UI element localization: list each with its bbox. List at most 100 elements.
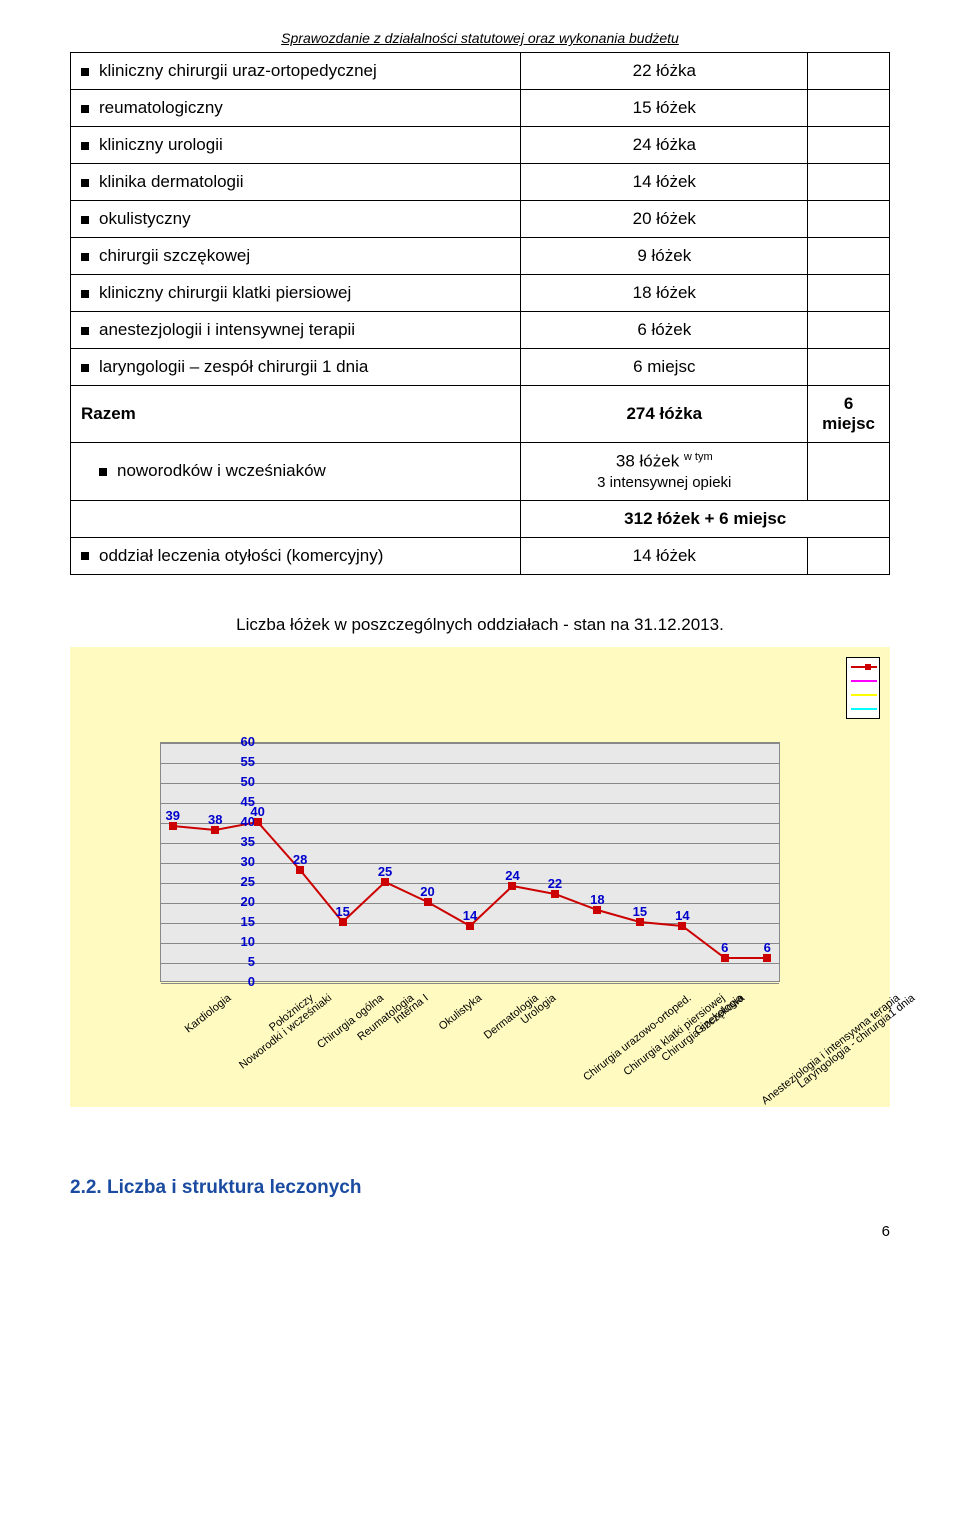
row-extra	[808, 312, 890, 349]
data-point	[296, 866, 304, 874]
value-label: 14	[463, 908, 477, 923]
table-row: kliniczny chirurgii klatki piersiowej18 …	[71, 275, 890, 312]
row-extra	[808, 164, 890, 201]
y-tick: 45	[215, 794, 255, 809]
bullet-icon	[81, 68, 89, 76]
noworodkow-v2: 3 intensywnej opieki	[597, 474, 731, 491]
y-tick: 35	[215, 834, 255, 849]
value-label: 22	[548, 876, 562, 891]
x-label: Laryngologia - chirurgia1 dnia	[796, 992, 918, 1091]
noworodkow-label: noworodków i wcześniaków	[71, 443, 521, 501]
data-point	[254, 818, 262, 826]
value-label: 25	[378, 864, 392, 879]
data-point	[551, 890, 559, 898]
row-extra	[808, 127, 890, 164]
row-extra	[808, 238, 890, 275]
oddzial-extra	[808, 537, 890, 574]
table-row: kliniczny urologii 24 łóżka	[71, 127, 890, 164]
row-sum: 312 łóżek + 6 miejsc	[71, 500, 890, 537]
value-label: 14	[675, 908, 689, 923]
table-row: reumatologiczny15 łóżek	[71, 90, 890, 127]
bullet-icon	[99, 468, 107, 476]
noworodkow-v1: 38 łóżek	[616, 452, 684, 471]
x-label: Anestezjologia i intensywna terapia	[759, 992, 902, 1107]
data-point	[678, 922, 686, 930]
data-point	[169, 822, 177, 830]
noworodkow-sup: w tym	[684, 451, 713, 463]
row-extra	[808, 90, 890, 127]
sum-value: 312 łóżek + 6 miejsc	[521, 500, 890, 537]
row-label-text: kliniczny chirurgii klatki piersiowej	[99, 283, 351, 302]
row-label-text: anestezjologii i intensywnej terapii	[99, 320, 355, 339]
row-label-text: klinika dermatologii	[99, 172, 244, 191]
row-label: reumatologiczny	[71, 90, 521, 127]
row-label: kliniczny chirurgii klatki piersiowej	[71, 275, 521, 312]
x-label: Noworodki i wcześniaki	[237, 992, 334, 1072]
row-label: okulistyczny	[71, 201, 521, 238]
x-label: Okulistyka	[436, 992, 483, 1033]
noworodkow-label-text: noworodków i wcześniaków	[117, 461, 326, 480]
y-tick: 20	[215, 894, 255, 909]
bullet-icon	[81, 216, 89, 224]
row-label: chirurgii szczękowej	[71, 238, 521, 275]
table-row: okulistyczny20 łóżek	[71, 201, 890, 238]
row-extra	[808, 349, 890, 386]
row-label-text: kliniczny chirurgii uraz-ortopedycznej	[99, 61, 377, 80]
data-point	[593, 906, 601, 914]
table-row: klinika dermatologii14 łóżek	[71, 164, 890, 201]
sum-label	[71, 500, 521, 537]
row-extra	[808, 201, 890, 238]
legend	[846, 657, 880, 719]
data-point	[466, 922, 474, 930]
row-label-text: chirurgii szczękowej	[99, 246, 250, 265]
table-row: chirurgii szczękowej 9 łóżek	[71, 238, 890, 275]
bullet-icon	[81, 179, 89, 187]
row-label-text: okulistyczny	[99, 209, 191, 228]
y-tick: 60	[215, 734, 255, 749]
row-razem: Razem 274 łóżka 6 miejsc	[71, 386, 890, 443]
chart-title: Liczba łóżek w poszczególnych oddziałach…	[70, 615, 890, 635]
noworodkow-extra	[808, 443, 890, 501]
row-label-text: kliniczny urologii	[99, 135, 223, 154]
data-point	[763, 954, 771, 962]
bullet-icon	[81, 327, 89, 335]
noworodkow-value: 38 łóżek w tym 3 intensywnej opieki	[521, 443, 808, 501]
row-value: 9 łóżek	[521, 238, 808, 275]
row-value: 6 łóżek	[521, 312, 808, 349]
razem-label: Razem	[71, 386, 521, 443]
x-label: Kardiologia	[182, 992, 233, 1035]
y-tick: 0	[215, 974, 255, 989]
y-tick: 50	[215, 774, 255, 789]
page-number: 6	[70, 1223, 890, 1240]
row-label: klinika dermatologii	[71, 164, 521, 201]
y-tick: 30	[215, 854, 255, 869]
y-tick: 15	[215, 914, 255, 929]
oddzial-label: oddział leczenia otyłości (komercyjny)	[71, 537, 521, 574]
razem-extra: 6 miejsc	[808, 386, 890, 443]
data-point	[508, 882, 516, 890]
beds-table: kliniczny chirurgii uraz-ortopedycznej 22…	[70, 52, 890, 575]
row-value: 24 łóżka	[521, 127, 808, 164]
page-header: Sprawozdanie z działalności statutowej o…	[70, 30, 890, 46]
oddzial-label-text: oddział leczenia otyłości (komercyjny)	[99, 546, 383, 565]
bullet-icon	[81, 253, 89, 261]
row-label: anestezjologii i intensywnej terapii	[71, 312, 521, 349]
bullet-icon	[81, 552, 89, 560]
row-label-text: laryngologii – zespół chirurgii 1 dnia	[99, 357, 368, 376]
row-oddzial: oddział leczenia otyłości (komercyjny) 1…	[71, 537, 890, 574]
table-row: laryngologii – zespół chirurgii 1 dnia6 …	[71, 349, 890, 386]
table-row: kliniczny chirurgii uraz-ortopedycznej 22…	[71, 53, 890, 90]
value-label: 18	[590, 892, 604, 907]
row-value: 22 łóżka	[521, 53, 808, 90]
section-heading: 2.2. Liczba i struktura leczonych	[70, 1177, 890, 1199]
value-label: 40	[250, 804, 264, 819]
row-value: 15 łóżek	[521, 90, 808, 127]
row-label: kliniczny urologii	[71, 127, 521, 164]
value-label: 15	[335, 904, 349, 919]
y-tick: 55	[215, 754, 255, 769]
value-label: 6	[721, 940, 728, 955]
table-row: anestezjologii i intensywnej terapii 6 łó…	[71, 312, 890, 349]
row-extra	[808, 275, 890, 312]
row-label: laryngologii – zespół chirurgii 1 dnia	[71, 349, 521, 386]
row-noworodkow: noworodków i wcześniaków 38 łóżek w tym …	[71, 443, 890, 501]
